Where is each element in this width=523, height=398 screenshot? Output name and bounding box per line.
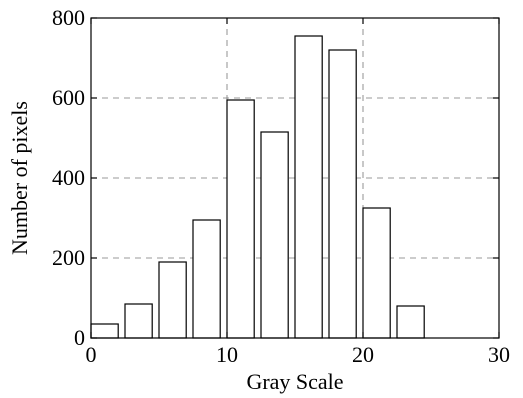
x-axis-title: Gray Scale	[246, 369, 343, 394]
x-tick-label: 30	[488, 342, 510, 367]
y-tick-label: 0	[74, 325, 85, 350]
label-layer: 0 10 20 30 0 200 400 600 800	[52, 5, 510, 367]
histogram-bar	[90, 323, 119, 339]
y-axis-title: Number of pixels	[7, 101, 32, 255]
histogram-bar	[294, 35, 323, 339]
x-tick-label: 20	[352, 342, 374, 367]
x-tick-label: 0	[86, 342, 97, 367]
histogram-bar	[192, 219, 221, 339]
histogram-bar	[396, 305, 425, 339]
y-tick-label: 400	[52, 165, 85, 190]
histogram-bar	[226, 99, 255, 339]
y-tick-label: 200	[52, 245, 85, 270]
y-tick-label: 800	[52, 5, 85, 30]
histogram-bar	[362, 207, 391, 339]
bar-layer	[90, 35, 425, 339]
histogram-bar	[328, 49, 357, 339]
histogram-bar	[124, 303, 153, 339]
histogram-bar	[260, 131, 289, 339]
tick-layer	[90, 17, 500, 339]
histogram-bar	[158, 261, 187, 339]
y-tick-label: 600	[52, 85, 85, 110]
x-tick-label: 10	[216, 342, 238, 367]
